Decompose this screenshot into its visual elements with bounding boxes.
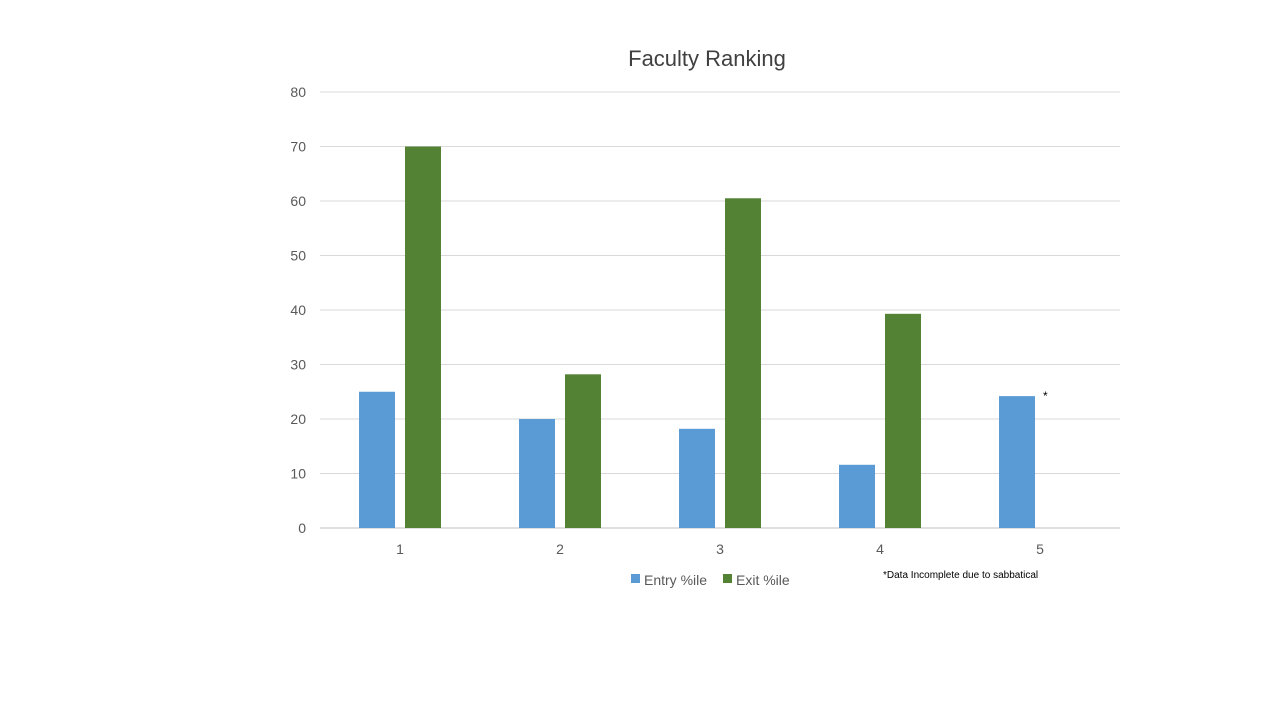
y-tick-label: 60 (290, 193, 306, 209)
legend-swatch (631, 574, 640, 583)
bar-entry-ile-1 (359, 391, 395, 528)
x-tick-label: 3 (716, 541, 724, 557)
bar-exit-ile-1 (405, 146, 441, 528)
legend-label: Entry %ile (644, 572, 707, 588)
x-tick-label: 2 (556, 541, 564, 557)
legend-label: Exit %ile (736, 572, 790, 588)
bar-entry-ile-4 (839, 464, 875, 528)
chart-title: Faculty Ranking (628, 46, 786, 71)
bar-entry-ile-2 (519, 419, 555, 528)
gridlines (320, 91, 1120, 529)
y-tick-label: 30 (290, 357, 306, 373)
y-tick-label: 50 (290, 248, 306, 264)
legend: Entry %ile Exit %ile (631, 572, 790, 588)
legend-item: Exit %ile (723, 572, 790, 588)
bar-entry-ile-3 (679, 428, 715, 528)
bar-exit-ile-4 (885, 313, 921, 528)
x-tick-label: 4 (876, 541, 884, 557)
x-tick-label: 5 (1036, 541, 1044, 557)
y-tick-label: 40 (290, 302, 306, 318)
legend-swatch (723, 574, 732, 583)
bar-exit-ile-2 (565, 374, 601, 528)
y-tick-label: 20 (290, 411, 306, 427)
y-tick-label: 80 (290, 84, 306, 100)
bars (359, 146, 1035, 528)
legend-item: Entry %ile (631, 572, 707, 588)
y-tick-label: 70 (290, 139, 306, 155)
y-axis-tick-labels: 0 10 20 30 40 50 60 70 80 (290, 84, 306, 536)
annotations: * (1043, 389, 1048, 403)
bar-exit-ile-3 (725, 198, 761, 528)
y-tick-label: 0 (298, 520, 306, 536)
y-tick-label: 10 (290, 466, 306, 482)
bar-entry-ile-5 (999, 396, 1035, 528)
x-tick-label: 1 (396, 541, 404, 557)
x-axis-tick-labels: 1 2 3 4 5 (396, 541, 1044, 557)
annotation-asterisk: * (1043, 389, 1048, 403)
footnote: *Data Incomplete due to sabbatical (883, 570, 1038, 581)
